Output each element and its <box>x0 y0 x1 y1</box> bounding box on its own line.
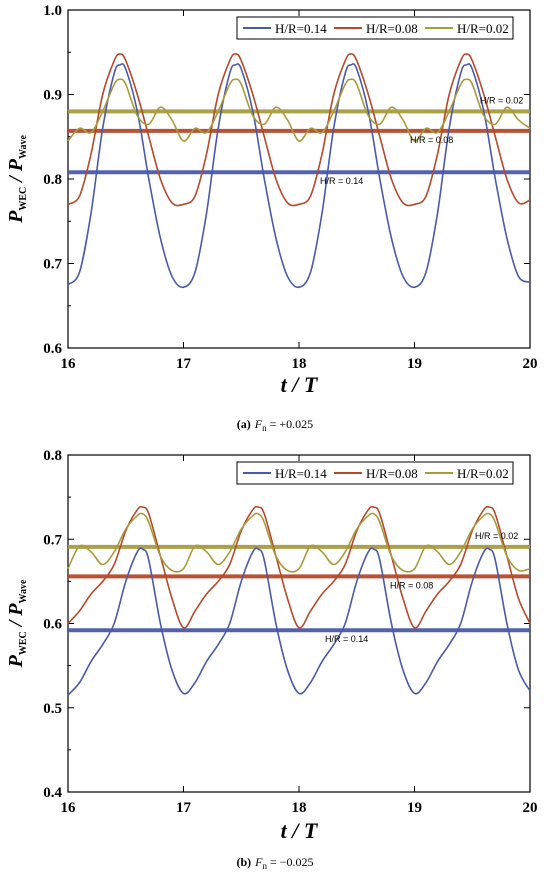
x-tick-label: 18 <box>292 800 307 816</box>
legend-box <box>236 16 514 40</box>
y-tick-label: 0.9 <box>43 88 62 104</box>
panel-caption: (a) Fn = +0.025 <box>237 417 313 433</box>
x-tick-label: 19 <box>407 800 422 816</box>
legend: H/R=0.14 H/R=0.08 H/R=0.02 <box>236 461 514 485</box>
x-tick-label: 17 <box>176 800 192 816</box>
legend-label-H014: H/R=0.14 <box>275 21 327 36</box>
mean-annotation-H002: H/R = 0.02 <box>480 95 523 105</box>
series-line-H002 <box>67 512 531 573</box>
legend-box <box>236 461 514 485</box>
mean-annotation-H014: H/R = 0.14 <box>320 176 363 186</box>
y-tick-label: 0.5 <box>43 701 62 717</box>
y-axis-title: PWEC / PWave <box>5 135 29 224</box>
chart-panel-a: 16 17 18 19 20 0.6 0.7 0.8 0.9 1.0 H/R = 0.14 H/R =… <box>5 3 538 433</box>
legend-label-H008: H/R=0.08 <box>366 21 418 36</box>
series-line-H008 <box>67 505 531 629</box>
x-tick-label: 16 <box>61 356 77 372</box>
series-line-H014 <box>67 63 531 289</box>
series-line-H002 <box>67 78 531 142</box>
y-tick-label: 1.0 <box>43 3 62 19</box>
y-tick-label: 0.7 <box>43 532 62 548</box>
x-tick-label: 20 <box>523 800 538 816</box>
legend: H/R=0.14 H/R=0.08 H/R=0.02 <box>236 16 514 40</box>
mean-annotation-H008: H/R = 0.08 <box>410 135 453 145</box>
y-axis-title: PWEC / PWave <box>5 579 29 668</box>
x-tick-label: 20 <box>523 356 538 372</box>
x-tick-label: 16 <box>61 800 77 816</box>
chart-panel-b: 16 17 18 19 20 0.4 0.5 0.6 0.7 0.8 H/R = 0.14 H/R =… <box>5 448 538 871</box>
y-tick-label: 0.6 <box>43 617 62 633</box>
x-tick-label: 19 <box>407 356 422 372</box>
x-axis-title: t / T <box>281 818 319 843</box>
y-tick-label: 0.7 <box>43 257 62 273</box>
x-tick-label: 17 <box>176 356 192 372</box>
y-tick-label: 0.8 <box>43 448 62 464</box>
mean-annotation-H002: H/R = 0.02 <box>475 531 518 541</box>
legend-label-H008: H/R=0.08 <box>366 466 418 481</box>
x-axis-title: t / T <box>281 372 319 397</box>
y-tick-label: 0.8 <box>43 172 62 188</box>
y-tick-label: 0.4 <box>43 785 62 801</box>
series-line-H014 <box>67 547 531 696</box>
legend-label-H002: H/R=0.02 <box>457 466 509 481</box>
legend-label-H014: H/R=0.14 <box>275 466 327 481</box>
x-tick-label: 18 <box>292 356 307 372</box>
mean-annotation-H008: H/R = 0.08 <box>390 580 433 590</box>
y-tick-label: 0.6 <box>43 341 62 357</box>
mean-annotation-H014: H/R = 0.14 <box>325 634 368 644</box>
legend-label-H002: H/R=0.02 <box>457 21 509 36</box>
series-line-H008 <box>67 53 531 207</box>
panel-caption: (b) Fn = −0.025 <box>236 855 313 871</box>
